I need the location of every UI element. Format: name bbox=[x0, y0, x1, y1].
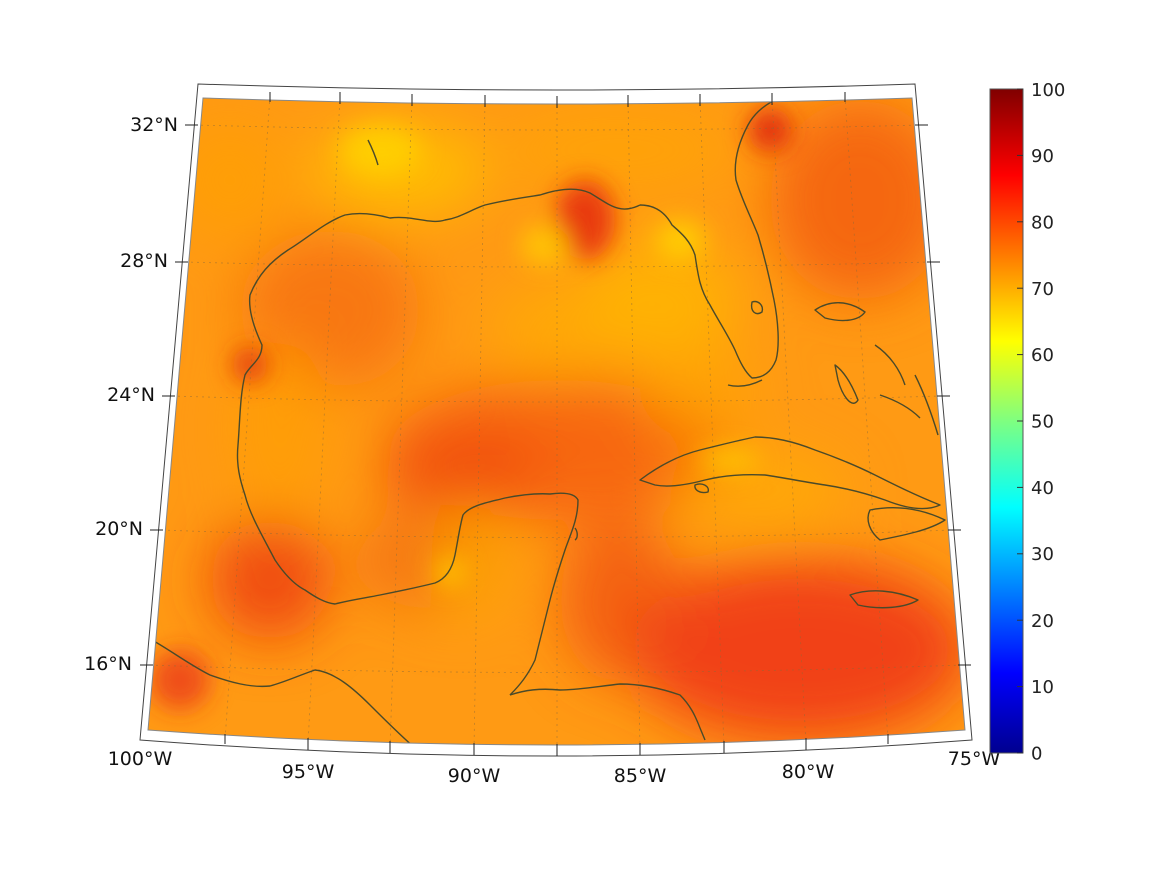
colorbar: 100 90 80 70 60 50 40 30 20 10 0 bbox=[989, 80, 1065, 765]
colorbar-label-70: 70 bbox=[1031, 279, 1054, 300]
coastline-central-america bbox=[509, 683, 706, 741]
coastline-bahamas-2 bbox=[834, 364, 859, 404]
graticule bbox=[149, 98, 963, 745]
lon-ticks bbox=[224, 92, 889, 756]
lon-label-85w: 85°W bbox=[614, 765, 667, 787]
colorbar-label-100: 100 bbox=[1031, 80, 1065, 101]
map-outer-frame bbox=[139, 83, 973, 757]
lon-label-90w: 90°W bbox=[448, 765, 501, 787]
coastline-cuba bbox=[639, 436, 941, 510]
colorbar-labels: 100 90 80 70 60 50 40 30 20 10 0 bbox=[1031, 80, 1065, 765]
coastline-jamaica bbox=[849, 590, 919, 609]
coastlines bbox=[151, 99, 946, 745]
coastline-bahamas-1 bbox=[814, 302, 866, 322]
coastline-isla-juventud bbox=[694, 483, 709, 494]
map-frame bbox=[147, 97, 966, 746]
lon-label-75w: 75°W bbox=[948, 748, 1001, 770]
colorbar-label-60: 60 bbox=[1031, 345, 1054, 366]
coastline-bahamas-3 bbox=[874, 344, 906, 386]
lon-label-80w: 80°W bbox=[782, 761, 835, 783]
colorbar-label-30: 30 bbox=[1031, 544, 1054, 565]
colorbar-label-40: 40 bbox=[1031, 478, 1054, 499]
lat-ticks bbox=[140, 124, 971, 666]
colorbar-label-90: 90 bbox=[1031, 146, 1054, 167]
lat-label-28n: 28°N bbox=[120, 250, 168, 272]
lat-label-16n: 16°N bbox=[84, 653, 132, 675]
coastline-hispaniola bbox=[867, 507, 946, 541]
lat-labels: 32°N 28°N 24°N 20°N 16°N bbox=[84, 114, 178, 675]
coastline-bahamas-5 bbox=[879, 394, 921, 419]
colorbar-label-50: 50 bbox=[1031, 412, 1054, 433]
lat-label-20n: 20°N bbox=[95, 518, 143, 540]
lon-label-95w: 95°W bbox=[282, 761, 335, 783]
map-field bbox=[148, 98, 965, 745]
coastline-lake-1 bbox=[367, 139, 379, 166]
coastline-mexico-pacific bbox=[151, 639, 416, 745]
colorbar-label-20: 20 bbox=[1031, 611, 1054, 632]
colorbar-ticks bbox=[1017, 88, 1023, 754]
coastline-bahamas-4 bbox=[914, 374, 939, 436]
coastline-lake-okeechobee bbox=[750, 300, 764, 315]
coastline-gulf-mainland bbox=[236, 188, 641, 696]
colorbar-label-10: 10 bbox=[1031, 677, 1054, 698]
coastline-cozumel bbox=[574, 527, 578, 541]
lon-label-100w: 100°W bbox=[108, 748, 173, 770]
coastline-florida-keys bbox=[727, 379, 763, 387]
coastline-florida bbox=[639, 99, 779, 379]
lon-labels: 100°W 95°W 90°W 85°W 80°W 75°W bbox=[108, 748, 1001, 787]
lat-label-32n: 32°N bbox=[130, 114, 178, 136]
colorbar-label-0: 0 bbox=[1031, 744, 1042, 765]
lat-label-24n: 24°N bbox=[107, 384, 155, 406]
colorbar-label-80: 80 bbox=[1031, 213, 1054, 234]
